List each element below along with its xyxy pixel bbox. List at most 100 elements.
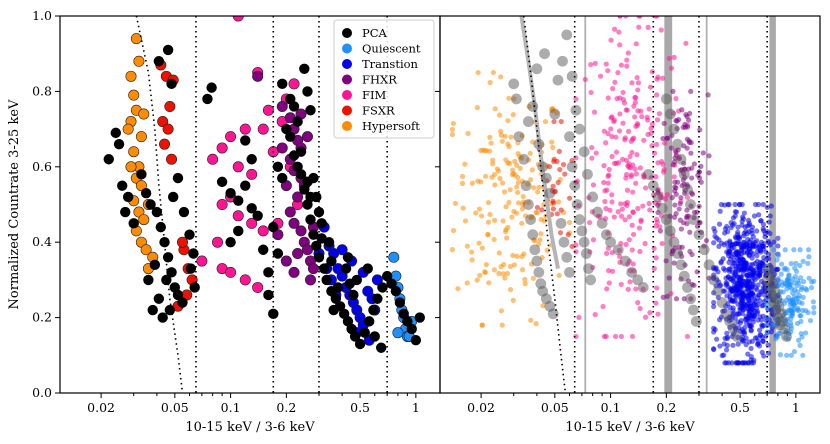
data-point-fim — [232, 16, 244, 22]
data-point-fim — [608, 37, 614, 43]
data-point-hypersoft — [509, 214, 515, 220]
data-point-hypersoft — [490, 161, 496, 167]
data-point-hypersoft — [533, 321, 539, 327]
data-point-hypersoft — [138, 108, 150, 120]
data-point-fim — [609, 153, 615, 160]
data-point-fim — [623, 241, 629, 248]
data-point-hypersoft — [506, 199, 512, 206]
data-point-transtion — [771, 239, 777, 245]
data-point-hypersoft — [555, 199, 562, 205]
data-point-hypersoft — [528, 177, 534, 183]
data-point-hypersoft — [519, 206, 526, 212]
data-point-hypersoft — [452, 200, 459, 207]
data-point-transtion — [752, 335, 759, 341]
data-point-pca — [547, 308, 559, 320]
data-point-pca — [117, 180, 128, 191]
data-point-fim — [664, 192, 670, 198]
data-point-hypersoft — [492, 106, 498, 112]
data-point-hypersoft — [469, 257, 475, 263]
data-point-hypersoft — [474, 105, 480, 111]
x-tick-label: 0.05 — [541, 400, 569, 415]
data-point-pca — [571, 199, 583, 210]
data-point-quiescent — [792, 293, 798, 299]
data-point-fim — [651, 245, 657, 251]
data-point-transtion — [747, 308, 754, 314]
data-point-fim — [618, 213, 625, 219]
data-point-pca — [277, 172, 288, 184]
data-point-fhxr — [670, 162, 676, 168]
data-point-hypersoft — [135, 131, 147, 143]
data-point-pca — [153, 293, 165, 304]
data-point-fim — [649, 121, 655, 127]
data-point-pca — [316, 233, 327, 244]
data-point-pca — [155, 221, 166, 233]
data-point-fhxr — [706, 153, 712, 159]
data-point-transtion — [743, 228, 749, 235]
data-point-transtion — [716, 237, 722, 243]
data-point-fim — [637, 248, 643, 255]
data-point-transtion — [754, 308, 761, 315]
data-point-pca — [386, 278, 397, 289]
data-point-fhxr — [676, 206, 682, 212]
legend-label: FSXR — [362, 104, 395, 118]
data-point-pca — [103, 154, 114, 165]
data-point-pca — [225, 237, 236, 248]
data-point-fsxr — [555, 179, 561, 186]
data-point-pca — [263, 289, 274, 301]
data-point-transtion — [754, 253, 760, 259]
data-point-fim — [618, 62, 625, 68]
data-point-quiescent — [799, 300, 805, 306]
data-point-fim — [626, 164, 632, 170]
data-point-fim — [589, 144, 595, 151]
data-point-pca — [369, 331, 380, 342]
data-point-pca — [344, 278, 355, 289]
data-point-fim — [629, 333, 636, 340]
data-point-fim — [623, 16, 629, 19]
data-point-fim — [225, 131, 237, 143]
data-point-fsxr — [557, 230, 564, 236]
data-point-transtion — [733, 266, 739, 272]
data-point-fim — [225, 266, 237, 278]
data-point-fim — [641, 137, 647, 143]
data-point-transtion — [733, 209, 740, 215]
data-point-pca — [569, 180, 581, 192]
data-point-transtion — [741, 329, 747, 335]
data-point-fim — [600, 303, 606, 310]
data-point-pca — [664, 108, 676, 120]
data-point-fim — [620, 120, 626, 126]
legend-marker-transtion — [342, 59, 352, 69]
data-point-fim — [602, 198, 608, 205]
data-point-fim — [630, 162, 636, 168]
data-point-fim — [626, 214, 632, 220]
data-point-hypersoft — [465, 130, 471, 137]
data-point-pca — [688, 214, 699, 225]
data-point-fhxr — [301, 131, 313, 143]
data-point-fim — [246, 168, 258, 180]
data-point-pca — [537, 161, 549, 173]
data-point-pca — [120, 206, 131, 218]
data-point-fsxr — [558, 118, 564, 125]
data-point-hypersoft — [530, 275, 537, 281]
data-point-transtion — [742, 325, 748, 331]
data-point-quiescent — [788, 261, 794, 267]
data-point-fim — [648, 130, 654, 137]
data-point-pca — [277, 78, 288, 90]
data-point-transtion — [760, 226, 766, 232]
data-point-fim — [627, 279, 633, 285]
data-point-hypersoft — [544, 247, 550, 253]
data-point-transtion — [739, 338, 746, 344]
data-point-hypersoft — [476, 206, 483, 212]
data-point-transtion — [738, 244, 744, 251]
data-point-hypersoft — [531, 185, 537, 191]
data-point-pca — [202, 93, 213, 105]
data-point-fim — [661, 166, 667, 173]
data-point-fim — [654, 141, 660, 148]
data-point-fim — [605, 130, 611, 137]
x-tick-label: 0.1 — [601, 400, 621, 415]
data-point-transtion — [733, 249, 740, 255]
data-point-pca — [302, 86, 313, 97]
data-point-pca — [561, 29, 573, 41]
data-point-fim — [668, 65, 675, 71]
data-point-hypersoft — [496, 270, 502, 277]
data-point-pca — [626, 266, 638, 278]
